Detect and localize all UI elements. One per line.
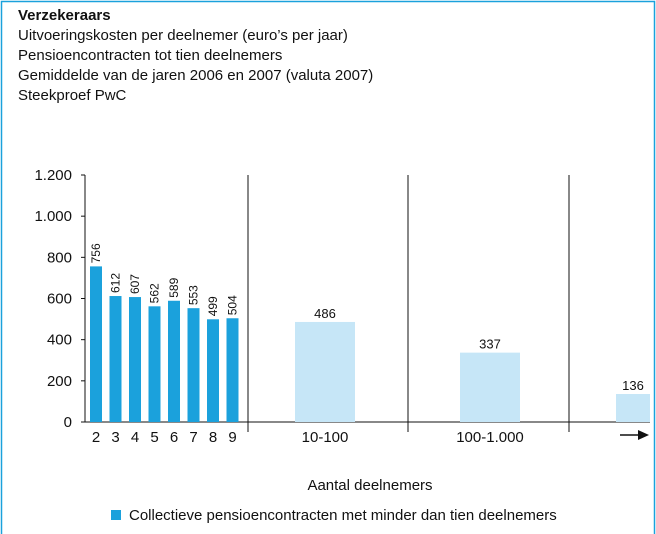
bar xyxy=(148,306,161,422)
y-tick-label: 0 xyxy=(64,414,72,431)
x-axis-label: Aantal deelnemers xyxy=(307,477,432,494)
bar xyxy=(207,319,219,422)
x-tick-label: 9 xyxy=(228,429,236,446)
subtitle: Steekproef PwC xyxy=(18,87,127,104)
x-tick-label: 3 xyxy=(111,429,119,446)
value-label: 499 xyxy=(206,296,220,316)
y-tick-label: 1.200 xyxy=(34,167,72,184)
x-tick-label: 4 xyxy=(131,429,139,446)
value-label: 607 xyxy=(128,274,142,294)
bar xyxy=(109,296,122,422)
legend-swatch xyxy=(111,510,121,520)
value-label: 562 xyxy=(148,283,162,303)
x-tick-label: 5 xyxy=(150,429,158,446)
value-label: 136 xyxy=(622,378,644,393)
bar xyxy=(460,352,520,422)
subtitle: Uitvoeringskosten per deelnemer (euro’s … xyxy=(18,27,348,44)
bar xyxy=(90,266,102,422)
chart-title: Verzekeraars xyxy=(18,7,111,24)
value-label: 504 xyxy=(226,295,240,315)
value-label: 756 xyxy=(89,243,103,263)
value-label: 553 xyxy=(187,285,201,305)
bar xyxy=(226,318,239,422)
y-tick-label: 600 xyxy=(47,291,72,308)
y-tick-label: 1.000 xyxy=(34,208,72,225)
bar xyxy=(168,300,180,422)
bar xyxy=(616,394,650,422)
value-label: 486 xyxy=(314,306,336,321)
value-label: 589 xyxy=(167,277,181,297)
y-tick-label: 400 xyxy=(47,332,72,349)
y-tick-label: 800 xyxy=(47,249,72,266)
x-tick-label: 6 xyxy=(170,429,178,446)
x-tick-label: 2 xyxy=(92,429,100,446)
x-tick-label: 8 xyxy=(209,429,217,446)
x-tick-label: 10-100 xyxy=(302,429,349,446)
arrow xyxy=(620,430,649,440)
bar xyxy=(129,297,141,422)
bar xyxy=(295,321,355,422)
subtitle: Gemiddelde van de jaren 2006 en 2007 (va… xyxy=(18,67,373,84)
x-tick-label: 7 xyxy=(189,429,197,446)
x-tick-label: 100-1.000 xyxy=(456,429,524,446)
subtitle: Pensioencontracten tot tien deelnemers xyxy=(18,47,282,64)
legend-label: Collectieve pensioencontracten met minde… xyxy=(129,507,557,524)
bar xyxy=(187,308,200,422)
value-label: 337 xyxy=(479,337,501,352)
value-label: 612 xyxy=(109,273,123,293)
y-tick-label: 200 xyxy=(47,373,72,390)
